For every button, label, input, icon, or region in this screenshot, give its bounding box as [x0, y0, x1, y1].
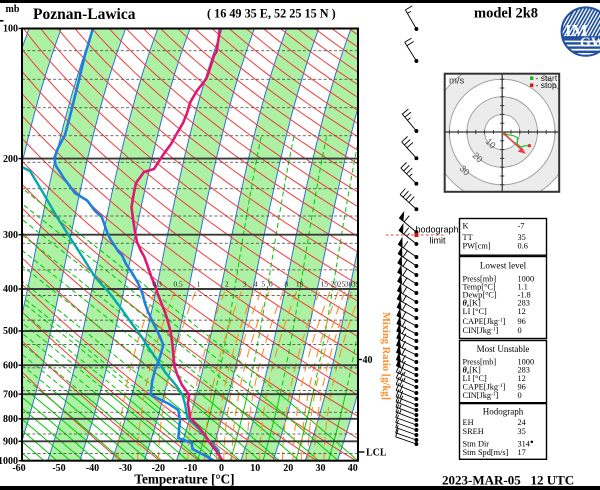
- svg-text:-20: -20: [152, 463, 165, 474]
- svg-text:3: 3: [243, 279, 247, 288]
- svg-text:-1.8: -1.8: [518, 290, 531, 299]
- svg-text:1.1: 1.1: [518, 282, 528, 291]
- svg-text:( 16 49 35 E, 52 25 15 N ): ( 16 49 35 E, 52 25 15 N ): [207, 7, 336, 21]
- svg-text:2023-MAR-05 12 UTC: 2023-MAR-05 12 UTC: [442, 473, 574, 488]
- svg-text:4: 4: [254, 279, 258, 288]
- svg-text:θe[K]: θe[K]: [463, 366, 482, 377]
- svg-text:Temp[°C]: Temp[°C]: [463, 282, 496, 291]
- svg-text:-40: -40: [86, 463, 99, 474]
- svg-text:GW: GW: [580, 36, 600, 51]
- svg-text:m/s: m/s: [449, 76, 465, 87]
- svg-text:283: 283: [518, 299, 530, 308]
- svg-text:30: 30: [316, 463, 326, 474]
- svg-text:Hodograph: Hodograph: [483, 407, 524, 417]
- svg-text:0: 0: [518, 391, 522, 400]
- svg-text:10: 10: [250, 463, 260, 474]
- svg-text:Most Unstable: Most Unstable: [477, 344, 530, 354]
- svg-text:24: 24: [518, 418, 527, 427]
- svg-text:314●: 314●: [518, 440, 534, 449]
- svg-text:700: 700: [3, 389, 18, 400]
- svg-text:283: 283: [518, 366, 530, 375]
- svg-text:Poznan-Lawica: Poznan-Lawica: [33, 6, 136, 23]
- svg-text:-10: -10: [184, 463, 197, 474]
- svg-text:5: 5: [261, 279, 265, 288]
- svg-text:LI [°C]: LI [°C]: [463, 307, 488, 316]
- svg-text:Mixing Ratio [g/kg]: Mixing Ratio [g/kg]: [380, 312, 391, 400]
- svg-text:17: 17: [518, 448, 526, 457]
- svg-text:LCL: LCL: [366, 448, 387, 459]
- svg-text:30: 30: [345, 279, 353, 288]
- svg-text:Dewp[°C]: Dewp[°C]: [463, 290, 497, 299]
- svg-text:400: 400: [3, 284, 18, 295]
- svg-text:EH: EH: [463, 418, 474, 427]
- svg-text:-50: -50: [52, 463, 65, 474]
- svg-text:1000: 1000: [518, 358, 535, 367]
- svg-text:limit: limit: [430, 236, 446, 246]
- svg-text:1000: 1000: [0, 456, 18, 467]
- svg-text:1: 1: [197, 279, 201, 288]
- svg-text:Stm Spd[m/s]: Stm Spd[m/s]: [463, 448, 509, 457]
- svg-text:0.5: 0.5: [173, 279, 183, 288]
- svg-text:100: 100: [3, 24, 18, 35]
- svg-text:900: 900: [3, 437, 18, 448]
- svg-text:25: 25: [338, 279, 346, 288]
- svg-text:-30: -30: [119, 463, 132, 474]
- svg-text:1000: 1000: [518, 275, 535, 284]
- svg-text:CIN[Jkg-1]: CIN[Jkg-1]: [463, 326, 499, 335]
- svg-text:2: 2: [225, 279, 229, 288]
- svg-text:800: 800: [3, 414, 18, 425]
- svg-text:Lowest level: Lowest level: [480, 261, 527, 271]
- svg-text:Temperature [°C]: Temperature [°C]: [134, 472, 234, 487]
- svg-text:15: 15: [320, 279, 328, 288]
- svg-text:300: 300: [3, 230, 18, 241]
- svg-text:-60: -60: [12, 463, 25, 474]
- svg-text:6: 6: [269, 279, 273, 288]
- svg-text:SREH: SREH: [463, 427, 484, 436]
- svg-text:LI [°C]: LI [°C]: [463, 374, 488, 383]
- svg-text:mb: mb: [6, 4, 20, 15]
- svg-text:20: 20: [330, 279, 338, 288]
- svg-text:96: 96: [518, 317, 526, 326]
- svg-text:40: 40: [348, 463, 358, 474]
- svg-text:12: 12: [518, 374, 526, 383]
- svg-text:CAPE[Jkg-1]: CAPE[Jkg-1]: [463, 317, 506, 326]
- svg-text:-7: -7: [518, 222, 525, 231]
- svg-text:96: 96: [518, 382, 526, 391]
- svg-text:hodograph: hodograph: [415, 225, 458, 235]
- svg-text:Press[mb]: Press[mb]: [463, 358, 497, 367]
- svg-text:Press[mb]: Press[mb]: [463, 275, 497, 284]
- svg-text:20: 20: [283, 463, 293, 474]
- svg-text:0.6: 0.6: [518, 241, 528, 250]
- svg-text:model 2k8: model 2k8: [474, 6, 538, 22]
- svg-text:PW[cm]: PW[cm]: [463, 241, 491, 250]
- svg-text:8: 8: [284, 279, 288, 288]
- svg-text:35: 35: [518, 427, 526, 436]
- svg-text:θe[K]: θe[K]: [463, 299, 482, 310]
- svg-text:- stop: - stop: [536, 80, 558, 90]
- svg-text:K: K: [463, 222, 469, 231]
- svg-text:CIN[Jkg-1]: CIN[Jkg-1]: [463, 391, 499, 400]
- svg-text:0.3: 0.3: [152, 279, 162, 288]
- svg-text:200: 200: [3, 154, 18, 165]
- svg-text:- start: - start: [536, 73, 558, 83]
- svg-text:35: 35: [518, 233, 526, 242]
- svg-text:Stm Dir: Stm Dir: [463, 440, 490, 449]
- svg-text:TT: TT: [463, 233, 473, 242]
- svg-text:0: 0: [219, 463, 224, 474]
- svg-text:500: 500: [3, 326, 18, 337]
- svg-text:IM: IM: [565, 21, 588, 40]
- svg-text:0: 0: [518, 326, 522, 335]
- svg-text:600: 600: [3, 360, 18, 371]
- svg-text:40: 40: [363, 355, 373, 366]
- svg-text:35: 35: [352, 279, 360, 288]
- svg-text:10: 10: [296, 279, 304, 288]
- svg-text:12: 12: [518, 307, 526, 316]
- svg-text:CAPE[Jkg-1]: CAPE[Jkg-1]: [463, 382, 506, 391]
